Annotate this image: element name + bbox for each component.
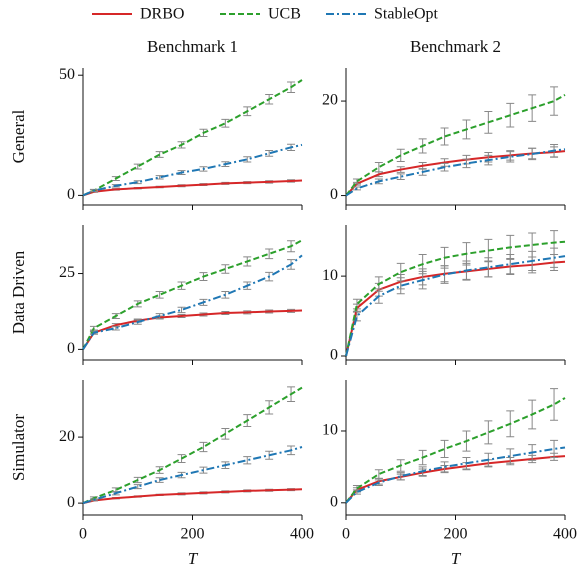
series-line	[345, 260, 566, 357]
x-tick-label: 400	[553, 526, 577, 543]
y-tick-label: 20	[59, 428, 75, 445]
row-label: Simulator	[9, 414, 28, 481]
series-line	[345, 148, 566, 197]
error-bar	[374, 469, 383, 479]
legend-label: StableOpt	[374, 6, 439, 23]
error-bar	[199, 441, 208, 453]
error-bar	[550, 439, 559, 459]
error-bar	[265, 248, 274, 260]
series-line	[82, 239, 303, 350]
error-bar	[374, 161, 383, 173]
x-axis-label: T	[188, 549, 199, 568]
error-bar	[396, 173, 405, 180]
x-tick-label: 0	[79, 526, 87, 543]
y-tick-label: 0	[67, 494, 75, 511]
error-bar	[550, 388, 559, 421]
row-label: General	[9, 109, 28, 163]
series-line	[82, 254, 303, 350]
error-bar	[484, 257, 493, 278]
x-axis-label: T	[451, 549, 462, 568]
series-line	[345, 397, 566, 504]
series-line	[345, 94, 566, 197]
y-tick-label: 20	[322, 92, 338, 109]
error-bar	[265, 149, 274, 157]
error-bar	[396, 277, 405, 295]
y-tick-label: 25	[59, 264, 75, 281]
error-bar	[462, 158, 471, 169]
x-tick-label: 200	[181, 526, 205, 543]
error-bar	[484, 420, 493, 445]
column-title: Benchmark 2	[410, 37, 501, 56]
y-tick-label: 10	[322, 267, 338, 284]
series-line	[345, 255, 566, 357]
column-title: Benchmark 1	[147, 37, 238, 56]
error-bar	[243, 456, 252, 465]
error-bar	[528, 147, 537, 161]
error-bar	[155, 290, 164, 299]
error-bar	[506, 151, 515, 163]
x-tick-label: 0	[342, 526, 350, 543]
y-tick-label: 10	[322, 422, 338, 439]
legend-label: DRBO	[140, 6, 184, 23]
error-bar	[155, 175, 164, 180]
error-bar	[440, 439, 449, 459]
error-bar	[440, 127, 449, 146]
error-bar	[177, 306, 186, 314]
x-tick-label: 400	[290, 526, 314, 543]
y-tick-label: 0	[330, 493, 338, 510]
x-tick-label: 200	[444, 526, 468, 543]
error-bar	[506, 448, 515, 464]
y-tick-label: 0	[330, 347, 338, 364]
error-bar	[506, 254, 515, 275]
series-line	[345, 240, 566, 357]
series-line	[82, 179, 303, 197]
series-line	[82, 143, 303, 197]
y-tick-label: 0	[67, 186, 75, 203]
error-bar	[221, 264, 230, 274]
series-line	[345, 455, 566, 504]
series-line	[82, 79, 303, 197]
series-line	[82, 488, 303, 505]
error-bar	[550, 86, 559, 116]
y-tick-label: 0	[67, 340, 75, 357]
error-bar	[396, 472, 405, 481]
legend-label: UCB	[268, 6, 301, 23]
row-label: Data Driven	[9, 250, 28, 334]
error-bar	[111, 325, 120, 331]
error-bar	[133, 484, 142, 490]
error-bar	[243, 156, 252, 163]
y-tick-label: 0	[330, 186, 338, 203]
error-bar	[221, 118, 230, 128]
series-line	[82, 446, 303, 505]
series-line	[345, 446, 566, 504]
y-tick-label: 50	[59, 66, 75, 83]
error-bar	[440, 461, 449, 473]
